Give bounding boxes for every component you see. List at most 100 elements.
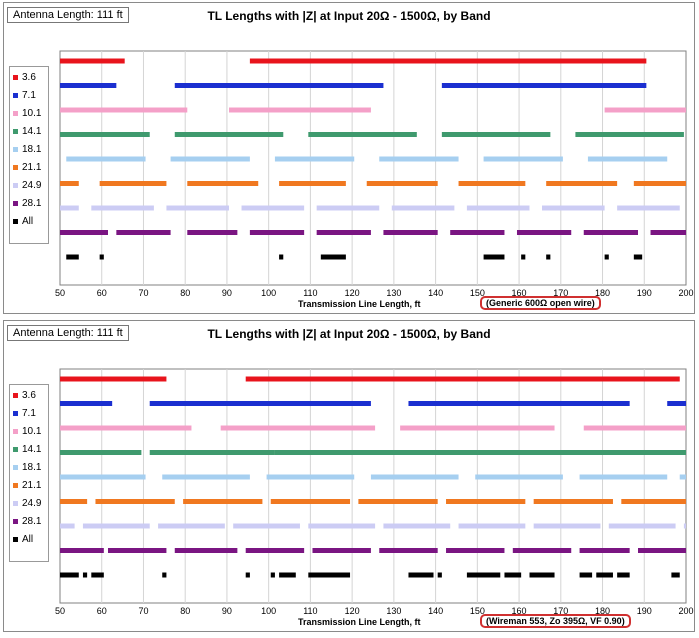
range-bar xyxy=(158,523,225,529)
range-bar xyxy=(60,58,125,64)
legend-item: 7.1 xyxy=(10,87,48,103)
range-bar xyxy=(60,230,108,235)
line-type-note: (Generic 600Ω open wire) xyxy=(480,296,601,310)
range-bar xyxy=(450,230,505,235)
range-bar xyxy=(316,205,380,211)
x-tick-label: 170 xyxy=(553,606,568,616)
range-bar xyxy=(274,450,686,455)
range-bar xyxy=(458,523,526,529)
legend-label: 21.1 xyxy=(22,161,42,173)
legend-swatch xyxy=(13,200,18,206)
range-bar xyxy=(546,181,618,186)
x-tick-label: 90 xyxy=(222,288,232,298)
range-bar xyxy=(60,523,75,529)
legend-item: 3.6 xyxy=(10,69,48,85)
chart-title: TL Lengths with |Z| at Input 20Ω - 1500Ω… xyxy=(207,9,491,23)
range-bar xyxy=(366,181,438,186)
x-tick-label: 190 xyxy=(637,606,652,616)
legend-label: 28.1 xyxy=(22,515,42,527)
range-bar xyxy=(187,230,238,235)
legend-item: 10.1 xyxy=(10,423,48,439)
x-tick-label: 180 xyxy=(595,606,610,616)
range-bar xyxy=(229,107,371,113)
range-bar xyxy=(533,523,601,529)
range-bar xyxy=(579,548,630,553)
range-bar xyxy=(579,572,593,578)
range-bar xyxy=(170,156,250,162)
legend-label: 21.1 xyxy=(22,479,42,491)
range-bar xyxy=(608,523,676,529)
range-bar xyxy=(483,156,563,162)
plot-area: 50 60 70 80 90 100 110 120 130 140 150 160 170 180 190… xyxy=(55,368,694,616)
range-bar xyxy=(408,572,434,578)
range-bar xyxy=(60,132,150,137)
legend-item: 7.1 xyxy=(10,405,48,421)
range-bar xyxy=(408,401,630,406)
antenna-length-label: Antenna Length: 111 ft xyxy=(7,325,129,341)
range-bar xyxy=(60,107,188,113)
x-tick-label: 50 xyxy=(55,288,65,298)
x-tick-label: 60 xyxy=(97,606,107,616)
range-bar xyxy=(437,572,442,578)
chart-panel-1: Antenna Length: 111 ft TL Lengths with |… xyxy=(3,2,695,314)
x-tick-label: 190 xyxy=(637,288,652,298)
range-bar xyxy=(312,548,371,553)
x-tick-label: 60 xyxy=(97,288,107,298)
range-bar xyxy=(162,572,167,578)
range-bar xyxy=(60,572,79,578)
legend-label: 24.9 xyxy=(22,179,42,191)
range-bar xyxy=(279,572,296,578)
range-bar xyxy=(466,572,501,578)
x-tick-label: 110 xyxy=(303,606,317,616)
x-tick-label: 100 xyxy=(261,606,276,616)
range-bar xyxy=(604,254,609,260)
x-tick-label: 120 xyxy=(345,606,360,616)
x-tick-label: 70 xyxy=(138,606,148,616)
range-bar xyxy=(521,254,526,260)
range-bar xyxy=(617,572,630,578)
legend-item: 28.1 xyxy=(10,195,48,211)
legend-label: 18.1 xyxy=(22,461,42,473)
legend-item: 14.1 xyxy=(10,441,48,457)
plot-border xyxy=(59,368,687,604)
legend: 3.6 7.1 10.1 14.1 18.1 21.1 24.9 28.1 All xyxy=(9,384,49,562)
range-bar xyxy=(446,548,505,553)
x-tick-label: 90 xyxy=(222,606,232,616)
range-bar xyxy=(274,156,355,162)
legend-swatch xyxy=(13,74,18,80)
range-bar xyxy=(270,499,351,504)
range-bar xyxy=(587,156,668,162)
legend-label: 14.1 xyxy=(22,125,42,137)
legend-label: All xyxy=(22,215,34,227)
range-bar xyxy=(529,572,555,578)
range-bar xyxy=(270,572,275,578)
x-tick-label: 50 xyxy=(55,606,65,616)
legend-item: 24.9 xyxy=(10,177,48,193)
range-bar xyxy=(579,474,668,480)
range-bar xyxy=(60,401,113,406)
legend: 3.6 7.1 10.1 14.1 18.1 21.1 24.9 28.1 All xyxy=(9,66,49,244)
x-axis-title: Transmission Line Length, ft xyxy=(298,299,421,309)
range-bar xyxy=(60,425,192,431)
range-bar xyxy=(116,230,171,235)
legend-label: 3.6 xyxy=(22,71,36,83)
range-bar xyxy=(504,572,522,578)
range-bar xyxy=(266,474,355,480)
range-bar xyxy=(279,254,284,260)
legend-swatch xyxy=(13,428,18,434)
range-bar xyxy=(583,230,639,235)
legend-item: 14.1 xyxy=(10,123,48,139)
x-tick-label: 140 xyxy=(428,288,443,298)
range-bar xyxy=(245,376,680,382)
range-bar xyxy=(483,254,505,260)
legend-swatch xyxy=(13,164,18,170)
legend-item: 21.1 xyxy=(10,159,48,175)
range-bar xyxy=(383,523,451,529)
x-tick-label: 170 xyxy=(553,288,568,298)
range-bar xyxy=(187,181,259,186)
legend-item: 24.9 xyxy=(10,495,48,511)
legend-label: 18.1 xyxy=(22,143,42,155)
range-bar xyxy=(633,181,686,186)
legend-swatch xyxy=(13,518,18,524)
range-bar xyxy=(575,132,684,137)
